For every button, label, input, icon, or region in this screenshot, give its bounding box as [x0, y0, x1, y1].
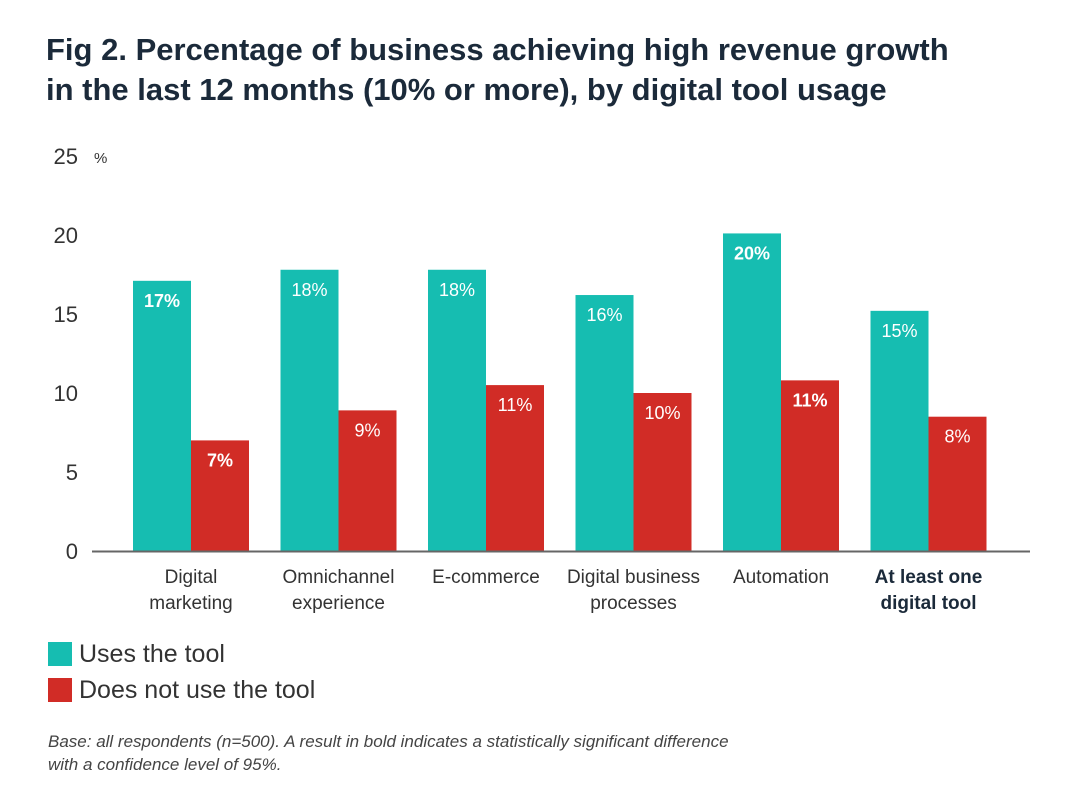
x-tick-label: Automation	[733, 567, 829, 588]
x-tick-label: marketing	[149, 593, 232, 614]
legend-label-uses: Uses the tool	[79, 639, 225, 668]
data-label: 10%	[644, 403, 680, 423]
legend: Uses the tool Does not use the tool	[48, 636, 315, 708]
bar	[928, 416, 987, 551]
bar	[486, 385, 544, 551]
bar	[338, 410, 397, 551]
bar	[870, 310, 929, 551]
bar-chart: 0 5 10 15 20 25 % 17% 18% 18% 16% 20% 15% 7% 9% 11% 10% 1…	[54, 144, 1030, 614]
y-tick-label: 0	[66, 539, 78, 564]
x-tick-label: Digital business	[567, 567, 700, 588]
chart-title: Fig 2. Percentage of business achieving …	[46, 30, 1056, 110]
y-tick-label: 20	[54, 223, 78, 248]
x-tick-label: Digital	[165, 567, 218, 588]
y-tick-label: 25	[54, 144, 78, 169]
y-tick-label: 5	[66, 460, 78, 485]
bar	[133, 280, 191, 551]
footnote-line-1: Base: all respondents (n=500). A result …	[48, 732, 729, 751]
bar	[575, 295, 634, 551]
x-tick-label: experience	[292, 593, 385, 614]
data-label: 18%	[439, 280, 475, 300]
data-label: 16%	[586, 305, 622, 325]
legend-item-uses: Uses the tool	[48, 636, 315, 672]
x-tick-label: At least one	[875, 567, 983, 588]
y-tick-label: 10	[54, 381, 78, 406]
legend-item-not-uses: Does not use the tool	[48, 672, 315, 708]
data-label: 18%	[291, 280, 327, 300]
chart-title-line-1: Fig 2. Percentage of business achieving …	[46, 32, 949, 67]
bar	[633, 393, 692, 551]
footnote: Base: all respondents (n=500). A result …	[48, 730, 1008, 776]
data-label: 8%	[944, 427, 970, 447]
x-tick-label: Omnichannel	[283, 567, 395, 588]
y-unit-label: %	[94, 150, 107, 167]
x-tick-label: processes	[590, 593, 677, 614]
x-tick-label: E-commerce	[432, 567, 540, 588]
legend-swatch-uses	[48, 642, 72, 666]
data-label: 11%	[498, 395, 533, 415]
data-label: 15%	[881, 321, 917, 341]
bar	[781, 380, 839, 551]
data-label: 20%	[734, 243, 770, 263]
x-tick-label: digital tool	[880, 593, 976, 614]
chart-title-line-2: in the last 12 months (10% or more), by …	[46, 72, 887, 107]
bar	[723, 233, 781, 552]
bar	[428, 269, 486, 551]
data-label: 7%	[207, 450, 233, 470]
data-label: 11%	[792, 390, 827, 410]
data-label: 9%	[354, 420, 380, 440]
y-tick-label: 15	[54, 302, 78, 327]
footnote-line-2: with a confidence level of 95%.	[48, 755, 282, 774]
bar	[191, 440, 249, 551]
legend-label-not-uses: Does not use the tool	[79, 675, 316, 704]
data-label: 17%	[144, 291, 180, 311]
bar	[280, 269, 339, 551]
legend-swatch-not-uses	[48, 678, 72, 702]
